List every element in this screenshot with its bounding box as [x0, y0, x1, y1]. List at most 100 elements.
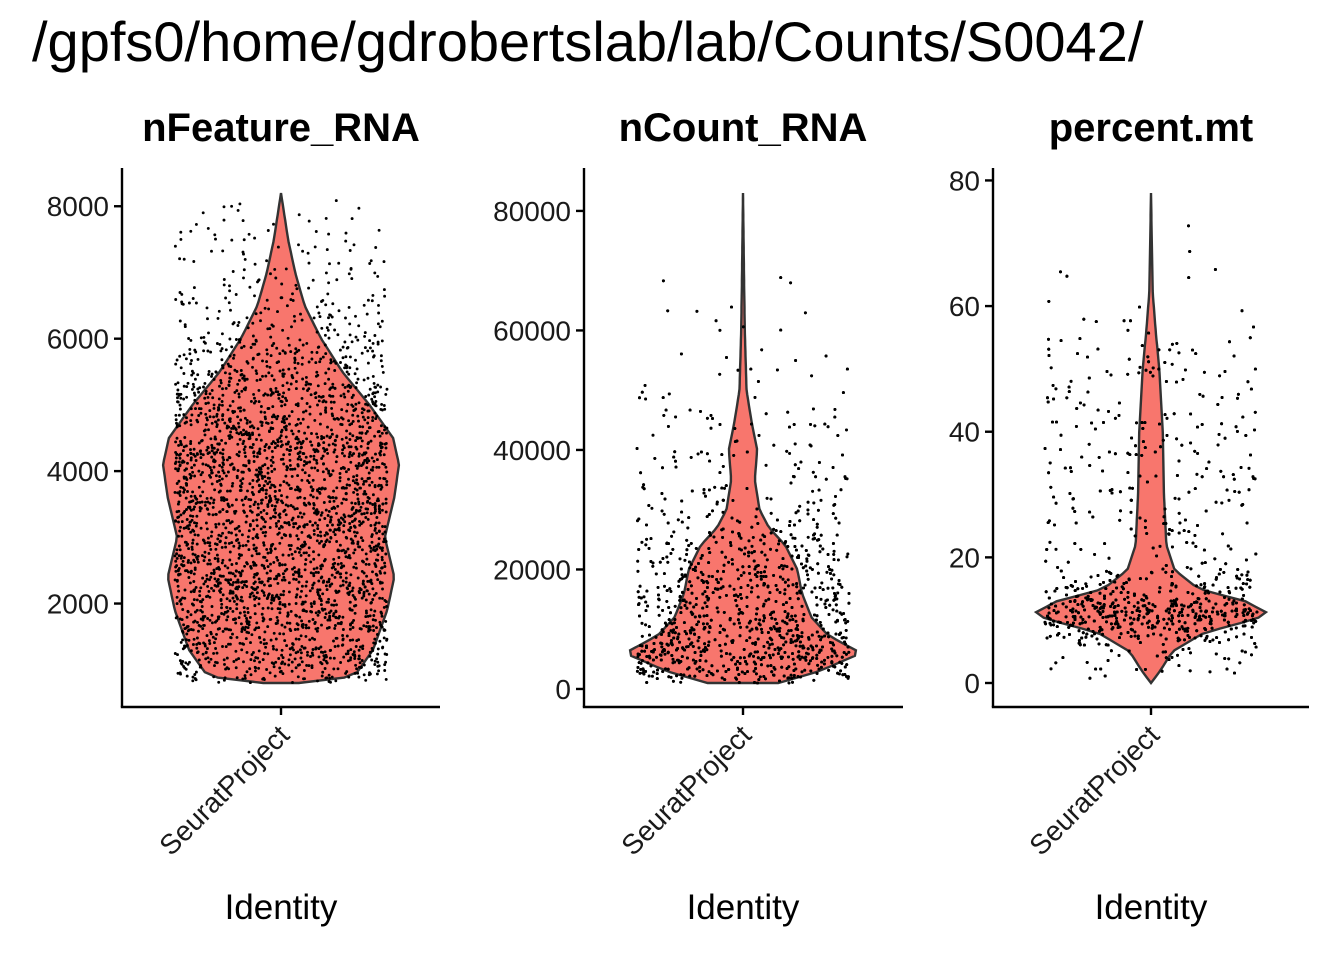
data-point: [176, 569, 180, 573]
data-point: [339, 575, 343, 579]
data-point: [379, 446, 383, 450]
data-point: [213, 577, 217, 581]
data-point: [206, 584, 210, 588]
data-point: [344, 470, 348, 474]
data-point: [247, 232, 251, 236]
data-point: [375, 458, 379, 462]
data-point: [246, 361, 250, 365]
data-point: [302, 609, 306, 613]
data-point: [240, 648, 244, 652]
data-point: [189, 456, 193, 460]
data-point: [320, 539, 323, 543]
data-point: [322, 501, 326, 504]
data-point: [358, 545, 362, 549]
data-point: [238, 484, 242, 488]
data-point: [338, 543, 342, 547]
data-point: [284, 267, 288, 271]
data-point: [309, 485, 313, 489]
data-point: [329, 515, 333, 519]
data-point: [357, 419, 360, 423]
data-point: [271, 455, 275, 459]
data-point: [278, 489, 282, 492]
data-point: [324, 352, 328, 356]
data-point: [285, 481, 289, 485]
data-point: [384, 442, 388, 445]
data-point: [348, 514, 352, 518]
data-point: [225, 618, 229, 622]
data-point: [205, 527, 209, 531]
data-point: [265, 597, 269, 600]
data-point: [354, 335, 358, 339]
data-point: [197, 441, 201, 445]
data-point: [174, 467, 178, 471]
data-point: [179, 230, 183, 234]
data-point: [367, 441, 371, 445]
data-point: [185, 632, 189, 636]
data-point: [350, 621, 354, 625]
data-point: [266, 606, 270, 610]
data-point: [222, 471, 226, 475]
data-point: [272, 647, 275, 651]
data-point: [331, 414, 335, 418]
data-point: [222, 496, 226, 500]
data-point: [196, 373, 200, 377]
data-point: [254, 312, 258, 316]
data-point: [291, 292, 294, 296]
data-point: [265, 259, 269, 263]
data-point: [197, 469, 201, 473]
data-point: [273, 446, 277, 450]
data-point: [378, 325, 382, 329]
data-point: [277, 519, 281, 523]
data-point: [218, 489, 222, 493]
data-point: [380, 431, 384, 435]
data-point: [228, 420, 232, 423]
data-point: [221, 629, 225, 633]
data-point: [250, 653, 254, 657]
data-point: [273, 494, 277, 498]
data-point: [199, 449, 203, 453]
data-point: [203, 555, 207, 559]
data-point: [206, 656, 210, 660]
data-point: [353, 548, 357, 552]
data-point: [271, 440, 275, 444]
data-point: [268, 494, 272, 498]
data-point: [214, 525, 218, 529]
data-point: [260, 516, 264, 520]
data-point: [305, 341, 309, 345]
data-point: [322, 462, 325, 466]
panel-title: nCount_RNA: [619, 106, 868, 150]
data-point: [238, 544, 242, 548]
data-point: [280, 623, 284, 627]
data-point: [314, 391, 318, 395]
data-point: [221, 558, 225, 562]
data-point: [319, 357, 323, 361]
data-point: [175, 548, 179, 552]
data-point: [308, 502, 312, 506]
data-point: [375, 516, 379, 519]
data-point: [179, 513, 183, 517]
data-point: [366, 495, 370, 499]
data-point: [345, 634, 349, 638]
data-point: [256, 585, 260, 589]
data-point: [331, 442, 335, 446]
data-point: [272, 413, 276, 417]
data-point: [373, 663, 377, 666]
data-point: [313, 245, 317, 249]
data-point: [229, 376, 233, 380]
data-point: [294, 488, 297, 492]
data-point: [323, 533, 327, 537]
data-point: [295, 422, 299, 426]
data-point: [355, 667, 359, 671]
data-point: [272, 378, 276, 382]
data-point: [218, 429, 222, 433]
data-point: [385, 431, 388, 435]
data-point: [350, 403, 354, 407]
data-point: [341, 579, 345, 583]
data-point: [242, 509, 246, 513]
data-point: [240, 498, 244, 502]
data-point: [274, 622, 278, 625]
data-point: [321, 470, 325, 474]
data-point: [182, 556, 186, 560]
data-point: [269, 496, 272, 500]
data-point: [332, 359, 336, 363]
